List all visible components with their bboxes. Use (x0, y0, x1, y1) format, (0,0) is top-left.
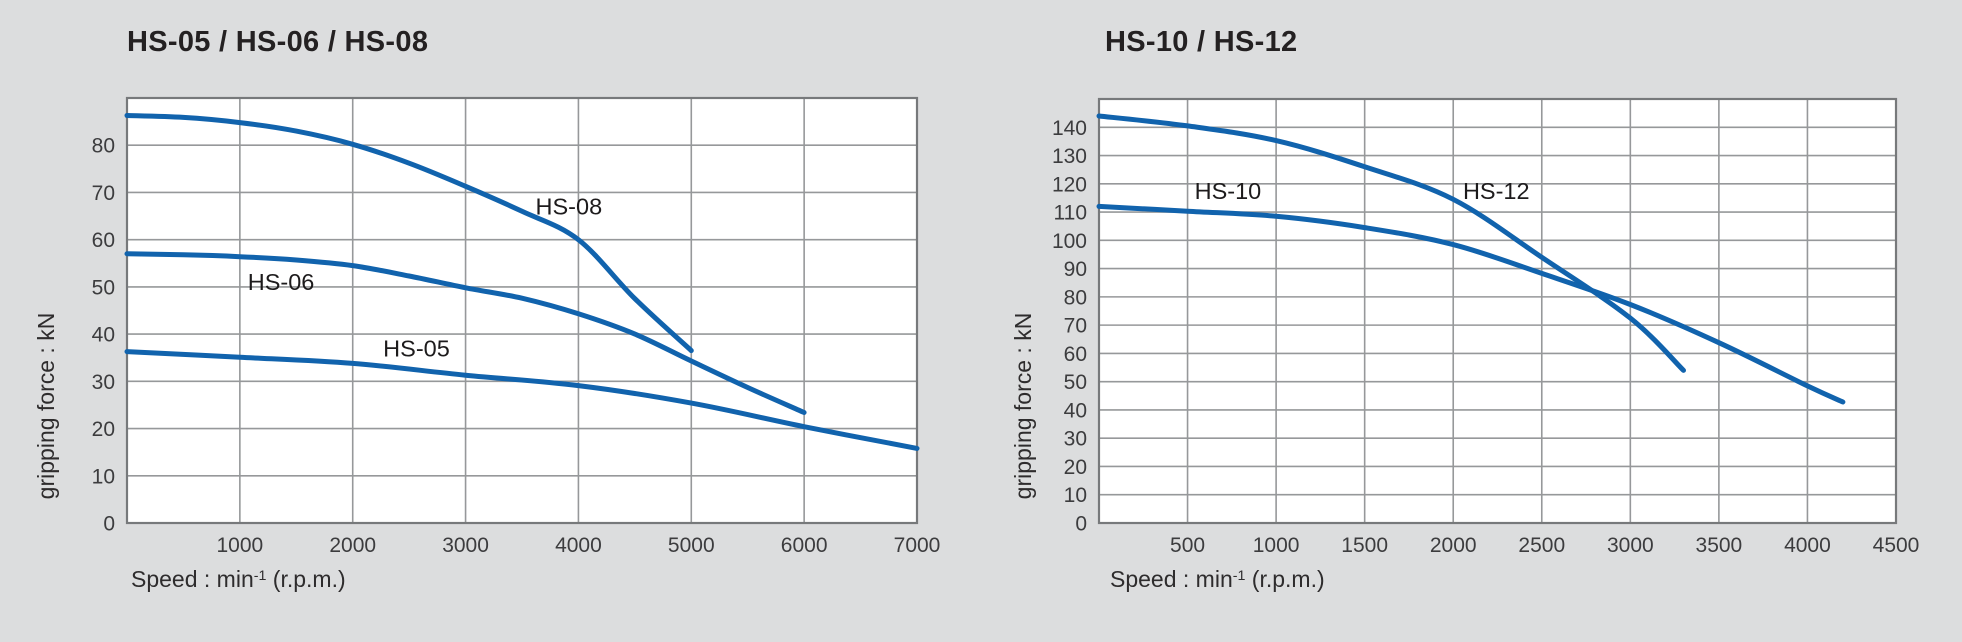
y-tick-label: 60 (92, 229, 115, 252)
curve-label-hs-08: HS-08 (536, 194, 603, 220)
x-axis-label-superscript: -1 (253, 567, 267, 584)
x-tick-label: 2500 (1518, 534, 1565, 557)
chart-hs10-hs12: 500 1000 1500 2000 2500 3000 3500 4000 4500 0 10 20… (980, 0, 1962, 642)
y-tick-label: 30 (1064, 428, 1087, 451)
y-tick-label: 50 (92, 276, 115, 299)
chart-title: HS-10 / HS-12 (1105, 26, 1298, 58)
curve-hs-10 (1096, 203, 1846, 405)
x-axis-label: Speed : min-1 (r.p.m.) (1110, 566, 1325, 593)
curve-label-hs-12: HS-12 (1463, 178, 1530, 204)
x-tick-label: 1500 (1341, 534, 1388, 557)
y-tick-label: 130 (1052, 145, 1087, 168)
x-tick-label: 6000 (781, 534, 828, 557)
plot-area (1099, 99, 1896, 523)
y-tick-label: 80 (92, 135, 115, 158)
x-tick-label: 2000 (329, 534, 376, 557)
y-tick-label: 10 (1064, 484, 1087, 507)
curve-hs-12 (1096, 113, 1686, 373)
x-tick-label: 3000 (1607, 534, 1654, 557)
x-axis-label-unit: (r.p.m.) (266, 566, 346, 592)
y-tick-label: 70 (1064, 315, 1087, 338)
x-tick-label: 500 (1170, 534, 1205, 557)
y-tick-label: 0 (1075, 513, 1087, 536)
y-tick-label: 60 (1064, 343, 1087, 366)
plot-border (125, 96, 919, 525)
y-tick-label: 100 (1052, 230, 1087, 253)
x-axis-label-superscript: -1 (1232, 567, 1246, 584)
curve-label-hs-06: HS-06 (248, 269, 315, 295)
x-tick-label: 7000 (894, 534, 941, 557)
y-axis-label: gripping force : kN (1010, 313, 1036, 500)
x-axis-label: Speed : min-1 (r.p.m.) (131, 566, 346, 593)
y-tick-label: 90 (1064, 258, 1087, 281)
curve-label-hs-05: HS-05 (383, 335, 450, 361)
curve-hs-08 (124, 113, 694, 354)
y-tick-label: 30 (92, 371, 115, 394)
y-tick-label: 110 (1054, 202, 1087, 225)
x-tick-label: 3000 (442, 534, 489, 557)
plot-hs05-hs06-hs08: 1000 2000 3000 4000 5000 6000 7000 0 10 20 30 40 50 6… (33, 96, 941, 557)
x-tick-label: 1000 (1253, 534, 1300, 557)
chart-title: HS-05 / HS-06 / HS-08 (127, 26, 429, 58)
x-tick-label: 5000 (668, 534, 715, 557)
x-axis-label-text: Speed : min (1110, 566, 1233, 592)
curve-hs-05 (124, 349, 920, 451)
y-tick-label: 40 (92, 324, 115, 347)
y-axis-label: gripping force : kN (33, 313, 59, 500)
x-tick-label: 4500 (1873, 534, 1920, 557)
x-tick-label: 3500 (1696, 534, 1743, 557)
y-tick-label: 140 (1052, 117, 1087, 140)
y-tick-label: 0 (103, 513, 115, 536)
x-tick-label: 1000 (216, 534, 263, 557)
y-tick-label: 70 (92, 182, 115, 205)
plot-border (1097, 97, 1898, 525)
y-tick-label: 10 (92, 465, 115, 488)
chart-hs05-hs06-hs08: 1000 2000 3000 4000 5000 6000 7000 0 10 20 30 40 50 6… (0, 0, 980, 642)
y-tick-label: 120 (1052, 173, 1087, 196)
plot-hs10-hs12: 500 1000 1500 2000 2500 3000 3500 4000 4500 0 10 20… (1010, 97, 1920, 557)
y-tick-label: 50 (1064, 371, 1087, 394)
plot-area (127, 98, 917, 523)
x-tick-label: 4000 (555, 534, 602, 557)
curve-label-hs-10: HS-10 (1195, 178, 1262, 204)
x-tick-label: 4000 (1784, 534, 1831, 557)
y-tick-label: 40 (1064, 399, 1087, 422)
y-tick-label: 80 (1064, 286, 1087, 309)
x-axis-label-unit: (r.p.m.) (1245, 566, 1325, 592)
y-tick-label: 20 (92, 418, 115, 441)
curve-hs-06 (124, 251, 807, 415)
y-tick-label: 20 (1064, 456, 1087, 479)
x-tick-label: 2000 (1430, 534, 1477, 557)
x-axis-label-text: Speed : min (131, 566, 254, 592)
